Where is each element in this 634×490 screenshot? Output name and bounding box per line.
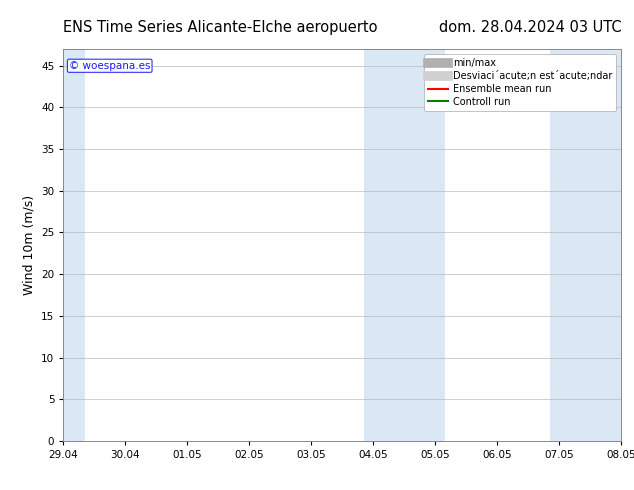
Text: ENS Time Series Alicante-Elche aeropuerto: ENS Time Series Alicante-Elche aeropuert… — [63, 20, 378, 35]
Text: © woespana.es: © woespana.es — [69, 61, 150, 71]
Legend: min/max, Desviaci´acute;n est´acute;ndar, Ensemble mean run, Controll run: min/max, Desviaci´acute;n est´acute;ndar… — [424, 54, 616, 111]
Bar — [54, 49, 85, 441]
Text: dom. 28.04.2024 03 UTC: dom. 28.04.2024 03 UTC — [439, 20, 621, 35]
Bar — [550, 49, 631, 441]
Y-axis label: Wind 10m (m/s): Wind 10m (m/s) — [23, 195, 36, 295]
Bar — [364, 49, 444, 441]
